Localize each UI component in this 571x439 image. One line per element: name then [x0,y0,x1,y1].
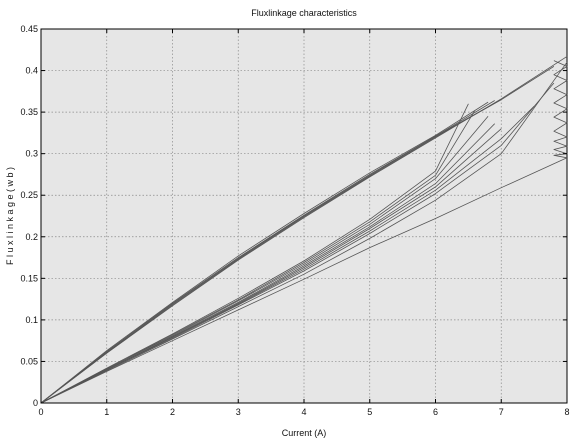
x-tick-label-4: 4 [301,407,306,417]
grid-lines [41,29,567,403]
series-line-5 [40,56,568,404]
series-line-14 [40,157,568,404]
y-tick-label-9: 0.45 [20,24,38,34]
y-tick-label-2: 0.1 [25,315,38,325]
y-tick-label-8: 0.4 [25,66,38,76]
x-axis-label: Current (A) [282,428,327,438]
x-tick-label-0: 0 [38,407,43,417]
y-axis-label: F l u x l i n k a g e ( w b ) [5,167,15,265]
y-tick-label-7: 0.35 [20,107,38,117]
y-tick-label-6: 0.3 [25,149,38,159]
y-tick-label-5: 0.25 [20,190,38,200]
y-tick-label-4: 0.2 [25,232,38,242]
series-line-12 [40,82,555,404]
series-line-1 [40,101,489,404]
x-tick-label-5: 5 [367,407,372,417]
x-tick-label-2: 2 [170,407,175,417]
x-tick-label-8: 8 [564,407,569,417]
chart-title: Fluxlinkage characteristics [251,8,357,18]
x-tick-label-1: 1 [104,407,109,417]
y-tick-label-3: 0.15 [20,273,38,283]
series-line-15 [553,60,568,159]
series-line-13 [40,61,568,404]
axis-ticks: 0 1 2 3 4 5 6 7 8 0 0.05 0.1 0.15 0.2 0.25 0.3 0.35 0.4 0.… [20,24,569,417]
x-tick-label-6: 6 [433,407,438,417]
y-tick-label-0: 0 [33,398,38,408]
series-line-3 [40,99,502,404]
series-line-6 [40,103,469,404]
x-tick-label-7: 7 [499,407,504,417]
y-tick-label-1: 0.05 [20,356,38,366]
series-line-8 [40,116,489,404]
data-series [40,56,568,404]
x-tick-label-3: 3 [236,407,241,417]
